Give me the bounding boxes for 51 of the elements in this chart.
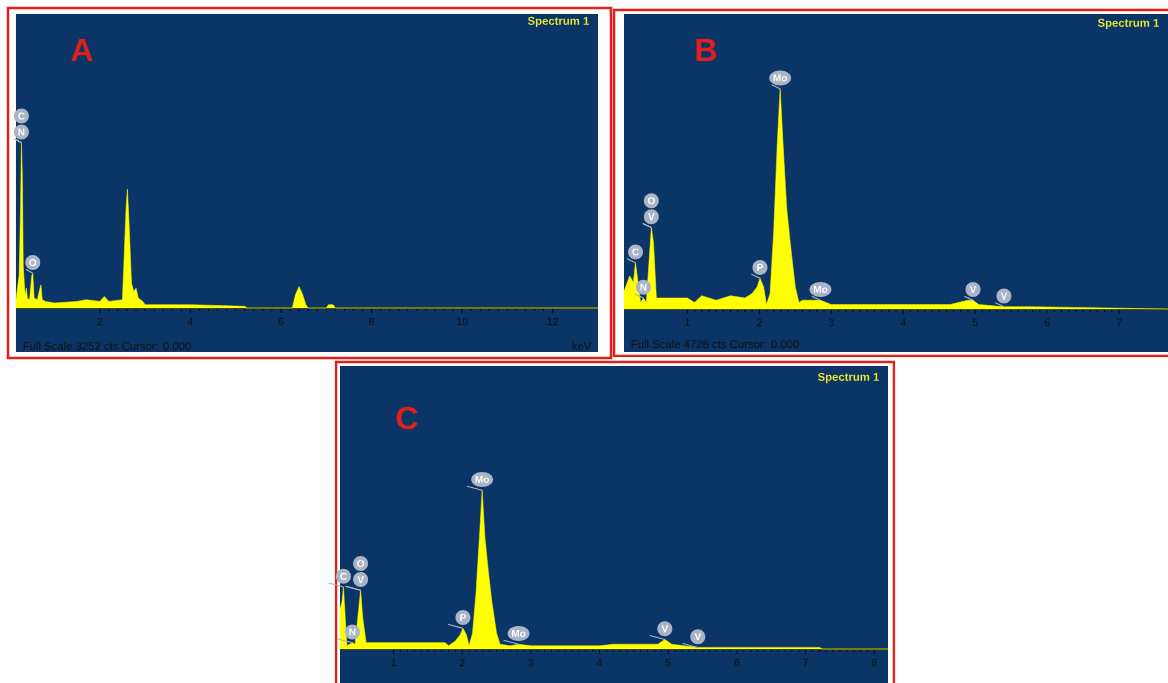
annotation: O xyxy=(647,197,655,205)
x-tick-label: 2 xyxy=(459,658,465,667)
x-tick-label: 8 xyxy=(369,317,375,326)
x-tick-label: 8 xyxy=(871,658,877,667)
annotation: O xyxy=(357,559,365,568)
annotation: V xyxy=(661,625,669,633)
annotation: N xyxy=(640,283,647,291)
chart-subtitle: Spectrum 1 xyxy=(527,16,589,28)
annotation: Mo xyxy=(813,285,828,293)
x-tick-label: 5 xyxy=(665,658,671,667)
x-tick-label: 1 xyxy=(391,658,397,667)
x-tick-label: 4 xyxy=(187,317,194,326)
x-tick-label: 1 xyxy=(685,318,690,327)
x-tick-label: 7 xyxy=(1116,318,1122,327)
annotation: Mo xyxy=(512,629,526,637)
chart-title: C xyxy=(396,406,418,430)
text: Full Scale 4728 cts Cursor: 0.000 xyxy=(631,339,799,349)
x-tick-label: 6 xyxy=(278,317,284,326)
x-tick-label: 6 xyxy=(734,658,740,667)
x-tick-label: 2 xyxy=(97,317,103,326)
annotation: C xyxy=(632,248,639,256)
annotation: V xyxy=(694,633,702,641)
x-tick-label: 3 xyxy=(528,658,534,667)
chart-title: B xyxy=(696,38,717,61)
annotation: C xyxy=(18,112,25,120)
annotation: P xyxy=(460,614,466,622)
x-tick-label: 2 xyxy=(756,318,762,327)
x-tick-label: 10 xyxy=(457,317,468,326)
chart-subtitle: Spectrum 1 xyxy=(817,372,879,384)
x-axis-title: keV xyxy=(572,341,592,351)
annotation: C xyxy=(340,572,347,580)
annotation: O xyxy=(29,259,37,267)
annotation: V xyxy=(1000,292,1008,300)
annotation: V xyxy=(969,285,977,293)
x-tick-label: 4 xyxy=(900,318,906,327)
chart-title: A xyxy=(71,38,93,61)
annotation: V xyxy=(357,576,364,583)
annotation: V xyxy=(648,213,655,221)
annotation: Mo xyxy=(475,475,489,483)
x-tick-label: 6 xyxy=(1044,318,1050,327)
x-tick-label: 4 xyxy=(596,658,603,667)
annotation: N xyxy=(349,628,356,636)
annotation: P xyxy=(757,263,763,271)
x-tick-label: 12 xyxy=(547,317,559,326)
text: Full Scale 3252 cts Cursor: 0.000 xyxy=(23,341,191,351)
x-tick-label: 7 xyxy=(803,658,809,667)
x-tick-label: 3 xyxy=(828,318,834,327)
annotation: Mo xyxy=(773,74,787,82)
chart-subtitle: Spectrum 1 xyxy=(1097,18,1159,30)
x-tick-label: 5 xyxy=(972,318,978,327)
annotation: N xyxy=(18,128,25,136)
